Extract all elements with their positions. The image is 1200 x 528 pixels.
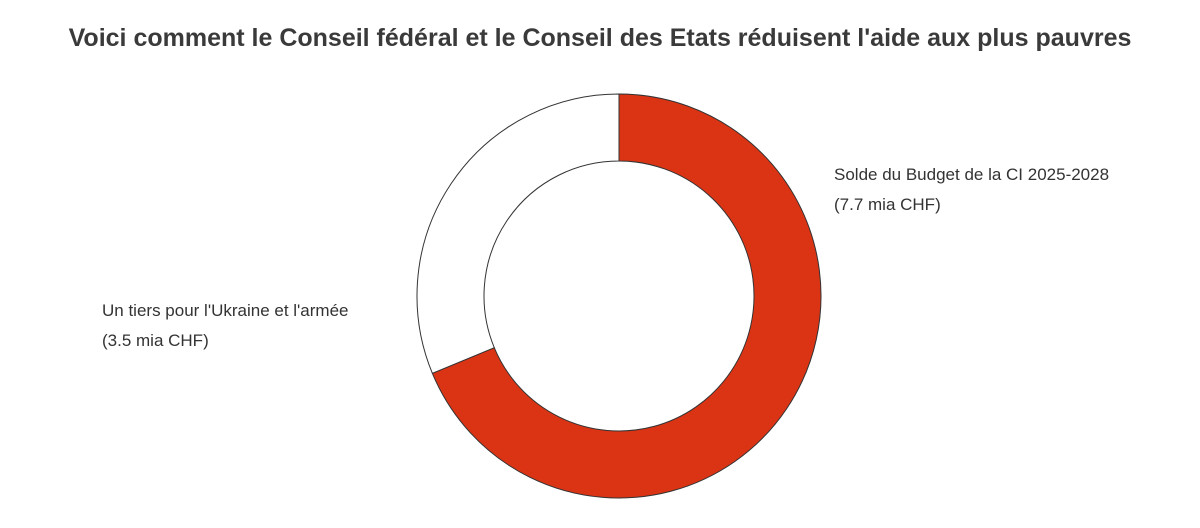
slice-label-solde-value: (7.7 mia CHF) [834, 195, 941, 214]
slice-label-ukraine-name: Un tiers pour l'Ukraine et l'armée [102, 301, 349, 320]
chart-title: Voici comment le Conseil fédéral et le C… [68, 24, 1132, 52]
slice-label-ukraine: Un tiers pour l'Ukraine et l'armée (3.5 … [102, 296, 348, 356]
donut-slice-1 [416, 93, 620, 374]
donut-slice-0 [431, 93, 822, 499]
slice-label-solde: Solde du Budget de la CI 2025-2028 (7.7 … [834, 160, 1109, 220]
slice-label-ukraine-value: (3.5 mia CHF) [102, 331, 209, 350]
slice-label-solde-name: Solde du Budget de la CI 2025-2028 [834, 165, 1110, 184]
